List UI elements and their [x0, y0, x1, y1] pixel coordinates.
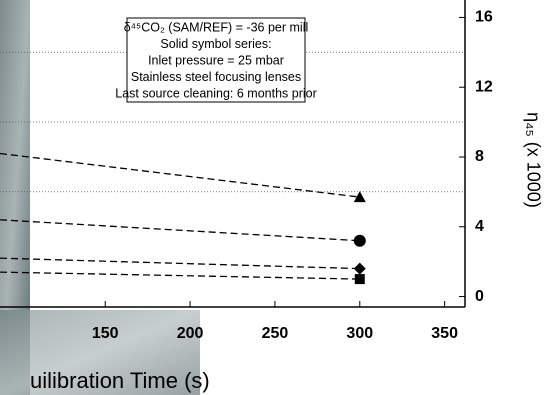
y-tick-label: 12 [475, 78, 493, 95]
annotation-text: Last source cleaning: 6 months prior [115, 86, 317, 100]
background-photo [30, 310, 200, 395]
y-tick-label: 0 [475, 288, 484, 305]
annotation-text: Stainless steel focusing lenses [131, 70, 301, 84]
x-tick-label: 350 [431, 325, 458, 342]
y-tick-label: 4 [475, 218, 484, 235]
y-axis-label: η₄₅ (x 1000) [523, 112, 543, 208]
dashed-line [0, 152, 360, 198]
marker [354, 274, 365, 285]
marker [353, 191, 366, 203]
dashed-line [0, 219, 360, 242]
annotation-text: δ⁴⁵CO₂ (SAM/REF) = -36 per mill [124, 20, 309, 34]
annotation-text: Inlet pressure = 25 mbar [148, 53, 284, 67]
dashed-line [0, 271, 360, 280]
y-tick-label: 16 [475, 9, 493, 26]
x-tick-label: 250 [262, 325, 289, 342]
x-tick-label: 150 [92, 325, 119, 342]
annotation-text: Solid symbol series: [160, 37, 271, 51]
marker [353, 262, 366, 275]
y-tick-label: 8 [475, 148, 484, 165]
background-photo [0, 310, 200, 395]
x-axis-label: uilibration Time (s) [30, 368, 210, 393]
x-tick-label: 200 [177, 325, 204, 342]
dashed-line [0, 257, 360, 270]
x-tick-label: 300 [346, 325, 373, 342]
annotation-box [126, 17, 306, 103]
marker [353, 234, 366, 247]
